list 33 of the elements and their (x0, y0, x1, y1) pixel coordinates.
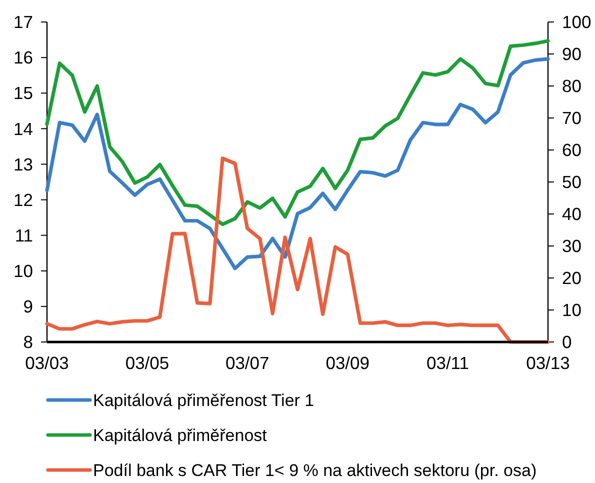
y2-tick-label: 50 (562, 172, 582, 192)
x-tick-label: 03/09 (326, 353, 370, 373)
legend-label: Podíl bank s CAR Tier 1< 9 % na aktivech sektoru (pr. osa) (93, 460, 537, 480)
y2-tick-label: 60 (562, 140, 582, 160)
y2-tick-label: 100 (562, 12, 592, 32)
line-series (45, 39, 550, 226)
y-tick-label: 12 (14, 190, 33, 210)
y-tick-label: 8 (23, 332, 33, 352)
y-tick-label: 9 (23, 296, 33, 317)
x-tick-label: 03/05 (125, 353, 170, 373)
line-series (45, 57, 550, 270)
y2-tick-label: 70 (562, 108, 582, 128)
y-tick-label: 11 (14, 225, 33, 246)
legend-label: Kapitálová přiměřenost (93, 426, 268, 445)
y2-tick-label: 20 (562, 268, 582, 288)
y-tick-label: 16 (14, 48, 33, 68)
x-tick-label: 03/13 (526, 353, 570, 373)
y-tick-label: 10 (14, 261, 34, 282)
y-tick-label: 15 (14, 83, 33, 104)
y-tick-label: 13 (14, 154, 33, 174)
y2-tick-label: 90 (562, 44, 582, 64)
x-tick-label: 03/11 (426, 353, 469, 373)
x-tick-label: 03/03 (25, 353, 69, 373)
y2-tick-label: 10 (562, 300, 582, 320)
x-tick-label: 03/07 (225, 353, 270, 373)
legend-label: Kapitálová přiměřenost Tier 1 (93, 390, 314, 410)
line-series (45, 156, 550, 344)
y2-tick-label: 80 (562, 76, 582, 96)
y2-tick-label: 30 (562, 236, 582, 256)
y-tick-label: 17 (14, 12, 33, 32)
y2-tick-label: 40 (562, 204, 582, 224)
y-tick-label: 14 (14, 118, 34, 139)
y2-tick-label: 0 (562, 332, 572, 352)
